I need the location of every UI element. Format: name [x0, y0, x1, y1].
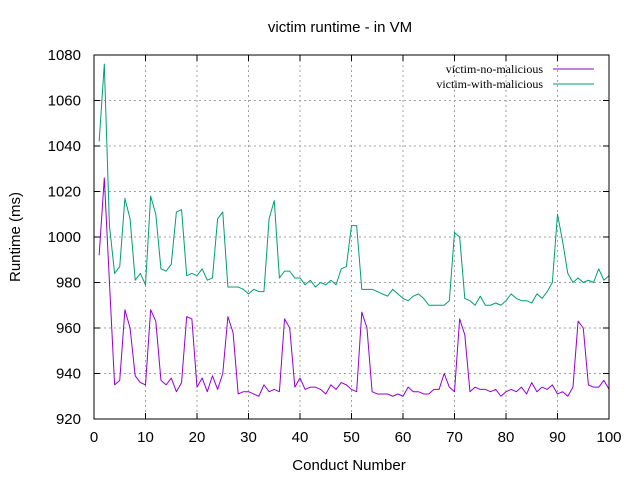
- series-line-victim-no-malicious: [98, 177, 610, 397]
- chart-title: victim runtime - in VM: [268, 19, 412, 36]
- y-tick-label: 1000: [48, 229, 81, 246]
- x-axis-label: Conduct Number: [292, 457, 405, 474]
- legend-label-victim-with-malicious: victim-with-malicious: [436, 77, 543, 91]
- y-axis-label: Runtime (ms): [7, 192, 24, 282]
- y-tick-label: 1020: [48, 184, 81, 201]
- y-tick-label: 1040: [48, 138, 81, 155]
- y-tick-label: 1060: [48, 93, 81, 110]
- axis-ticks: 0 10 20 30 40 50 60 70 80 90 100920940960980100010…: [48, 47, 622, 446]
- x-tick-label: 20: [189, 429, 206, 446]
- y-tick-label: 960: [56, 320, 81, 337]
- x-tick-label: 40: [292, 429, 309, 446]
- y-tick-label: 980: [56, 275, 81, 292]
- legend-label-victim-no-malicious: victim-no-malicious: [446, 62, 544, 76]
- x-tick-label: 0: [90, 429, 98, 446]
- x-tick-label: 90: [549, 429, 566, 446]
- x-tick-label: 70: [446, 429, 463, 446]
- x-tick-label: 10: [137, 429, 154, 446]
- x-tick-label: 100: [596, 429, 621, 446]
- y-tick-label: 920: [56, 411, 81, 428]
- x-tick-label: 30: [240, 429, 257, 446]
- series-lines: [98, 63, 610, 397]
- x-tick-label: 50: [343, 429, 360, 446]
- x-tick-label: 80: [498, 429, 515, 446]
- grid: [94, 55, 609, 419]
- y-tick-label: 940: [56, 366, 81, 383]
- y-tick-label: 1080: [48, 47, 81, 64]
- series-line-victim-with-malicious: [98, 63, 610, 306]
- x-tick-label: 60: [395, 429, 412, 446]
